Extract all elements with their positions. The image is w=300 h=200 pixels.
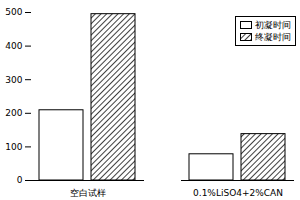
svg-text:0.1%LiSO4+2%CAN: 0.1%LiSO4+2%CAN bbox=[193, 188, 283, 198]
svg-text:400: 400 bbox=[5, 41, 22, 51]
html-text:终凝时间: 终凝时间 bbox=[255, 32, 291, 42]
svg-text:200: 200 bbox=[5, 108, 22, 118]
svg-text:300: 300 bbox=[5, 75, 22, 85]
svg-text:100: 100 bbox=[5, 142, 22, 152]
html-text:初凝时间: 初凝时间 bbox=[255, 20, 291, 30]
svg-text:500: 500 bbox=[5, 7, 22, 17]
svg-text:0: 0 bbox=[17, 175, 23, 185]
svg-text:空白试样: 空白试样 bbox=[70, 188, 106, 198]
